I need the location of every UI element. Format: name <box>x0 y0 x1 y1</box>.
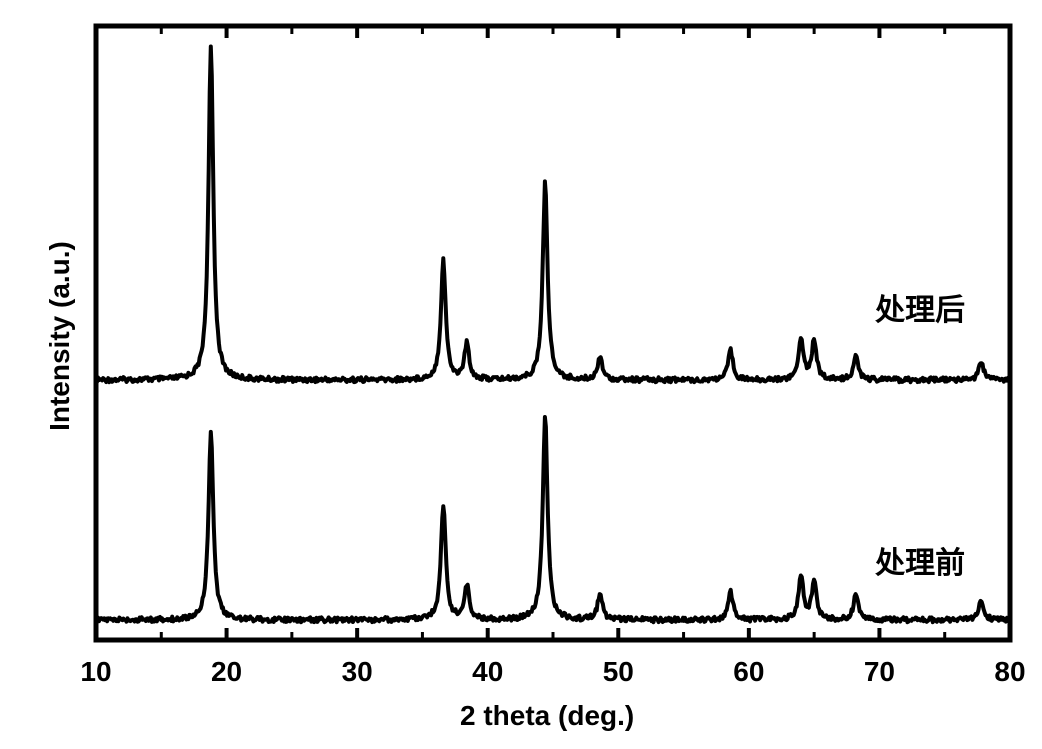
plot-svg <box>0 0 1042 749</box>
xrd-chart: Intensity (a.u.) 2 theta (deg.) 10 20 30… <box>0 0 1042 749</box>
